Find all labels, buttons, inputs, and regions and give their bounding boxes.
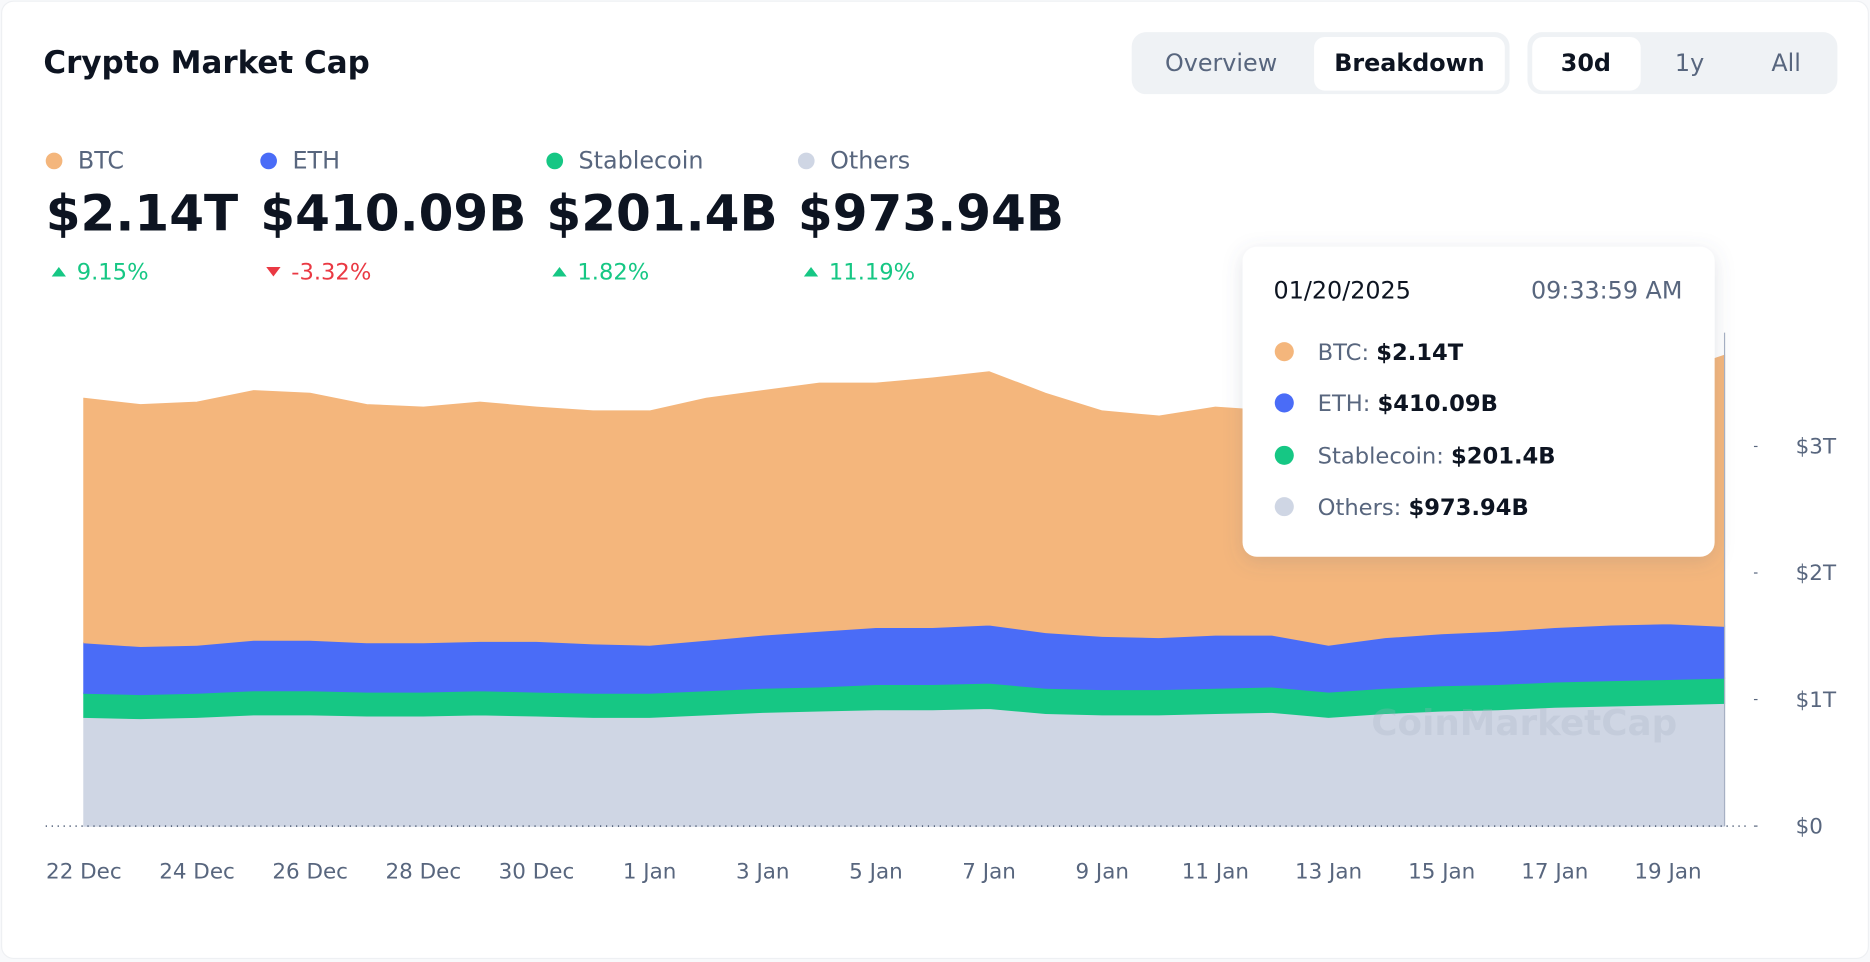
x-tick-label: 15 Jan: [1408, 860, 1475, 885]
legend-dot: [45, 152, 63, 170]
tooltip-dot: [1274, 393, 1294, 413]
summary-value: $410.09B: [260, 184, 526, 242]
tooltip-label: BTC:: [1318, 339, 1369, 365]
legend-name: Others: [830, 147, 910, 175]
x-tick-label: 30 Dec: [499, 860, 575, 885]
x-tick-label: 13 Jan: [1295, 860, 1362, 885]
tooltip-value: $410.09B: [1378, 391, 1498, 417]
tooltip-row: Others: $973.94B: [1318, 494, 1529, 520]
title: Crypto Market Cap: [43, 45, 370, 81]
y-tick-label: $3T: [1796, 435, 1837, 460]
summary-change: -3.32%: [291, 259, 371, 285]
x-tick-label: 3 Jan: [736, 860, 790, 885]
x-tick-label: 9 Jan: [1075, 860, 1129, 885]
summary-value: $2.14T: [46, 184, 238, 242]
tab[interactable]: 30d: [1561, 49, 1611, 77]
change-arrow: [51, 267, 66, 277]
tab[interactable]: 1y: [1675, 49, 1704, 77]
legend-name: ETH: [292, 147, 340, 175]
y-tick-label: $1T: [1796, 688, 1837, 713]
x-tick-label: 11 Jan: [1182, 860, 1249, 885]
tooltip-box: [1242, 246, 1715, 557]
active-tab: [1532, 36, 1641, 91]
tab[interactable]: Overview: [1165, 49, 1277, 77]
active-tab: [1314, 36, 1505, 91]
tooltip-label: Stablecoin:: [1318, 443, 1444, 469]
tooltip-dot: [1274, 342, 1294, 362]
tooltip-value: $973.94B: [1408, 494, 1528, 520]
x-tick-label: 28 Dec: [386, 860, 462, 885]
tooltip-time: 09:33:59 AM: [1531, 277, 1682, 305]
tooltip-row: Stablecoin: $201.4B: [1318, 443, 1556, 469]
x-tick-label: 22 Dec: [46, 860, 122, 885]
legend-name: BTC: [78, 147, 124, 175]
tooltip-value: $201.4B: [1451, 443, 1556, 469]
tooltip-row: ETH: $410.09B: [1318, 391, 1498, 417]
tooltip-value: $2.14T: [1376, 339, 1464, 365]
summary-change: 9.15%: [77, 259, 149, 285]
summary-value: $973.94B: [798, 184, 1064, 242]
change-arrow: [266, 267, 281, 277]
tooltip-dot: [1274, 445, 1294, 465]
overlay: BTC $2.14T 9.15% ETH $410.09B -3.32% Stablecoi…: [45, 147, 1715, 557]
change-arrow: [552, 267, 567, 277]
x-tick-label: 26 Dec: [272, 860, 348, 885]
tooltip-dot: [1274, 497, 1294, 517]
tab[interactable]: All: [1771, 49, 1801, 77]
watermark: CoinMarketCap: [1371, 703, 1677, 744]
y-tick-label: $0: [1796, 814, 1823, 839]
x-tick-label: 1 Jan: [623, 860, 677, 885]
legend-dot: [260, 152, 277, 170]
x-tick-label: 17 Jan: [1521, 860, 1588, 885]
x-tick-label: 5 Jan: [849, 860, 903, 885]
x-tick-label: 19 Jan: [1634, 860, 1701, 885]
legend-name: Stablecoin: [579, 147, 704, 175]
change-arrow: [803, 267, 819, 277]
summary-change: 1.82%: [577, 259, 649, 285]
legend-dot: [797, 152, 815, 170]
summary-value: $201.4B: [546, 184, 777, 242]
tooltip-date: 01/20/2025: [1274, 277, 1411, 305]
tooltip-row: BTC: $2.14T: [1318, 339, 1464, 365]
summary-change: 11.19%: [829, 259, 915, 285]
tooltip-label: Others:: [1318, 494, 1402, 520]
tooltip-label: ETH:: [1318, 391, 1371, 417]
tab[interactable]: Breakdown: [1334, 49, 1484, 77]
x-tick-label: 24 Dec: [159, 860, 235, 885]
y-tick-label: $2T: [1796, 561, 1837, 586]
legend-dot: [546, 152, 564, 170]
x-tick-label: 7 Jan: [962, 860, 1016, 885]
